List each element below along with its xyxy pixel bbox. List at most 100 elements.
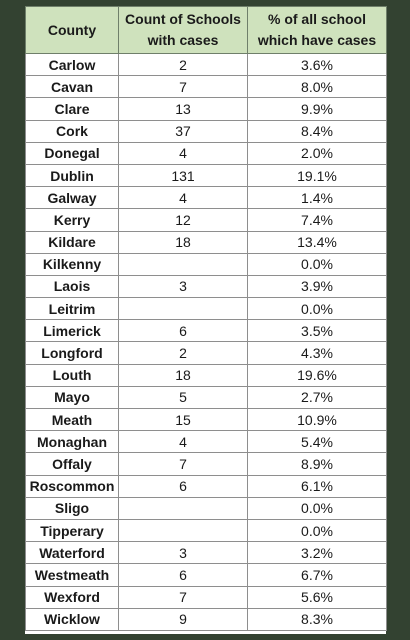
county-cell: Mayo <box>25 385 119 410</box>
county-cell: Westmeath <box>25 563 119 587</box>
county-cell: Tipperary <box>25 518 119 543</box>
county-cell: Monaghan <box>25 430 119 454</box>
percent-cell: 0.0% <box>247 252 387 276</box>
percent-cell: 7.4% <box>247 208 387 232</box>
county-cell: Meath <box>25 407 119 432</box>
count-cell: 2 <box>118 341 248 365</box>
table-frame: County Count of Schools with cases % of a… <box>25 6 387 634</box>
count-cell <box>118 252 248 276</box>
table-row: Sligo 0.0% <box>25 496 387 520</box>
count-cell: 18 <box>118 363 248 387</box>
header-pct-line2: which have cases <box>257 32 377 48</box>
table-row: Monaghan 4 5.4% <box>25 430 387 454</box>
table-row: Carlow 2 3.6% <box>25 52 387 77</box>
county-cell: Sligo <box>25 496 119 520</box>
table-row: Kilkenny 0.0% <box>25 252 387 276</box>
percent-cell: 5.4% <box>247 430 387 454</box>
count-cell: 12 <box>118 208 248 232</box>
percent-cell: 5.6% <box>247 585 387 609</box>
header-county: County <box>25 6 119 54</box>
percent-cell: 1.4% <box>247 186 387 210</box>
count-cell <box>118 297 248 321</box>
table-row: Cork 37 8.4% <box>25 119 387 143</box>
county-cell: Wexford <box>25 585 119 609</box>
percent-cell: 6.7% <box>247 563 387 587</box>
percent-cell: 0.0% <box>247 297 387 321</box>
county-cell: Kerry <box>25 208 119 232</box>
table-row: Wexford 7 5.6% <box>25 585 387 609</box>
count-cell: 2 <box>118 52 248 77</box>
county-cell: Wicklow <box>25 607 119 631</box>
header-county-label: County <box>47 21 97 38</box>
count-cell: 37 <box>118 119 248 143</box>
header-row: County Count of Schools with cases % of a… <box>25 6 387 54</box>
table-row: Donegal 4 2.0% <box>25 141 387 165</box>
percent-cell: 8.3% <box>247 607 387 631</box>
county-cell: Waterford <box>25 541 119 565</box>
county-cell: Limerick <box>25 319 119 343</box>
table-row: Kerry 12 7.4% <box>25 208 387 232</box>
count-cell: 3 <box>118 274 248 299</box>
count-cell: 5 <box>118 385 248 410</box>
count-cell: 6 <box>118 474 248 498</box>
percent-cell: 19.6% <box>247 363 387 387</box>
table-row: Laois 3 3.9% <box>25 274 387 299</box>
table-row: Wicklow 9 8.3% <box>25 607 387 631</box>
table-row: Longford 2 4.3% <box>25 341 387 365</box>
table-row: Westmeath 6 6.7% <box>25 563 387 587</box>
table-row: Mayo 5 2.7% <box>25 385 387 410</box>
count-cell <box>118 496 248 520</box>
percent-cell: 2.0% <box>247 141 387 165</box>
table-row: Limerick 6 3.5% <box>25 319 387 343</box>
county-cell: Laois <box>25 274 119 299</box>
header-pct-line1: % of all school <box>267 11 366 27</box>
table-row: Cavan 7 8.0% <box>25 75 387 99</box>
county-cell: Roscommon <box>25 474 119 498</box>
count-cell: 4 <box>118 141 248 165</box>
table-row: Waterford 3 3.2% <box>25 541 387 565</box>
table-row: Roscommon 6 6.1% <box>25 474 387 498</box>
count-cell: 6 <box>118 563 248 587</box>
count-cell: 18 <box>118 230 248 254</box>
county-cell: Galway <box>25 186 119 210</box>
header-count-line1: Count of Schools <box>125 11 241 27</box>
percent-cell: 10.9% <box>247 407 387 432</box>
table-row: Dublin 131 19.1% <box>25 163 387 188</box>
county-cell: Carlow <box>25 52 119 77</box>
table-row: Offaly 7 8.9% <box>25 452 387 476</box>
county-cell: Cavan <box>25 75 119 99</box>
county-cell: Dublin <box>25 163 119 188</box>
percent-cell: 3.5% <box>247 319 387 343</box>
percent-cell: 0.0% <box>247 496 387 520</box>
count-cell: 7 <box>118 585 248 609</box>
county-cell: Leitrim <box>25 297 119 321</box>
count-cell: 3 <box>118 541 248 565</box>
percent-cell: 8.0% <box>247 75 387 99</box>
county-cell: Cork <box>25 119 119 143</box>
percent-cell: 2.7% <box>247 385 387 410</box>
count-cell: 4 <box>118 186 248 210</box>
header-count-line2: with cases <box>147 32 219 48</box>
percent-cell: 3.9% <box>247 274 387 299</box>
count-cell: 4 <box>118 430 248 454</box>
percent-cell: 0.0% <box>247 518 387 543</box>
county-cell: Louth <box>25 363 119 387</box>
table-row: Kildare 18 13.4% <box>25 230 387 254</box>
county-cell: Clare <box>25 97 119 121</box>
schools-table: County Count of Schools with cases % of a… <box>25 6 387 631</box>
count-cell: 13 <box>118 97 248 121</box>
percent-cell: 8.9% <box>247 452 387 476</box>
percent-cell: 13.4% <box>247 230 387 254</box>
percent-cell: 3.6% <box>247 52 387 77</box>
table-row: Clare 13 9.9% <box>25 97 387 121</box>
percent-cell: 19.1% <box>247 163 387 188</box>
count-cell: 131 <box>118 163 248 188</box>
count-cell <box>118 518 248 543</box>
county-cell: Kilkenny <box>25 252 119 276</box>
county-cell: Kildare <box>25 230 119 254</box>
table-row: Tipperary 0.0% <box>25 518 387 543</box>
table-row: Meath 15 10.9% <box>25 407 387 432</box>
header-pct: % of all school which have cases <box>247 6 387 54</box>
count-cell: 6 <box>118 319 248 343</box>
percent-cell: 8.4% <box>247 119 387 143</box>
